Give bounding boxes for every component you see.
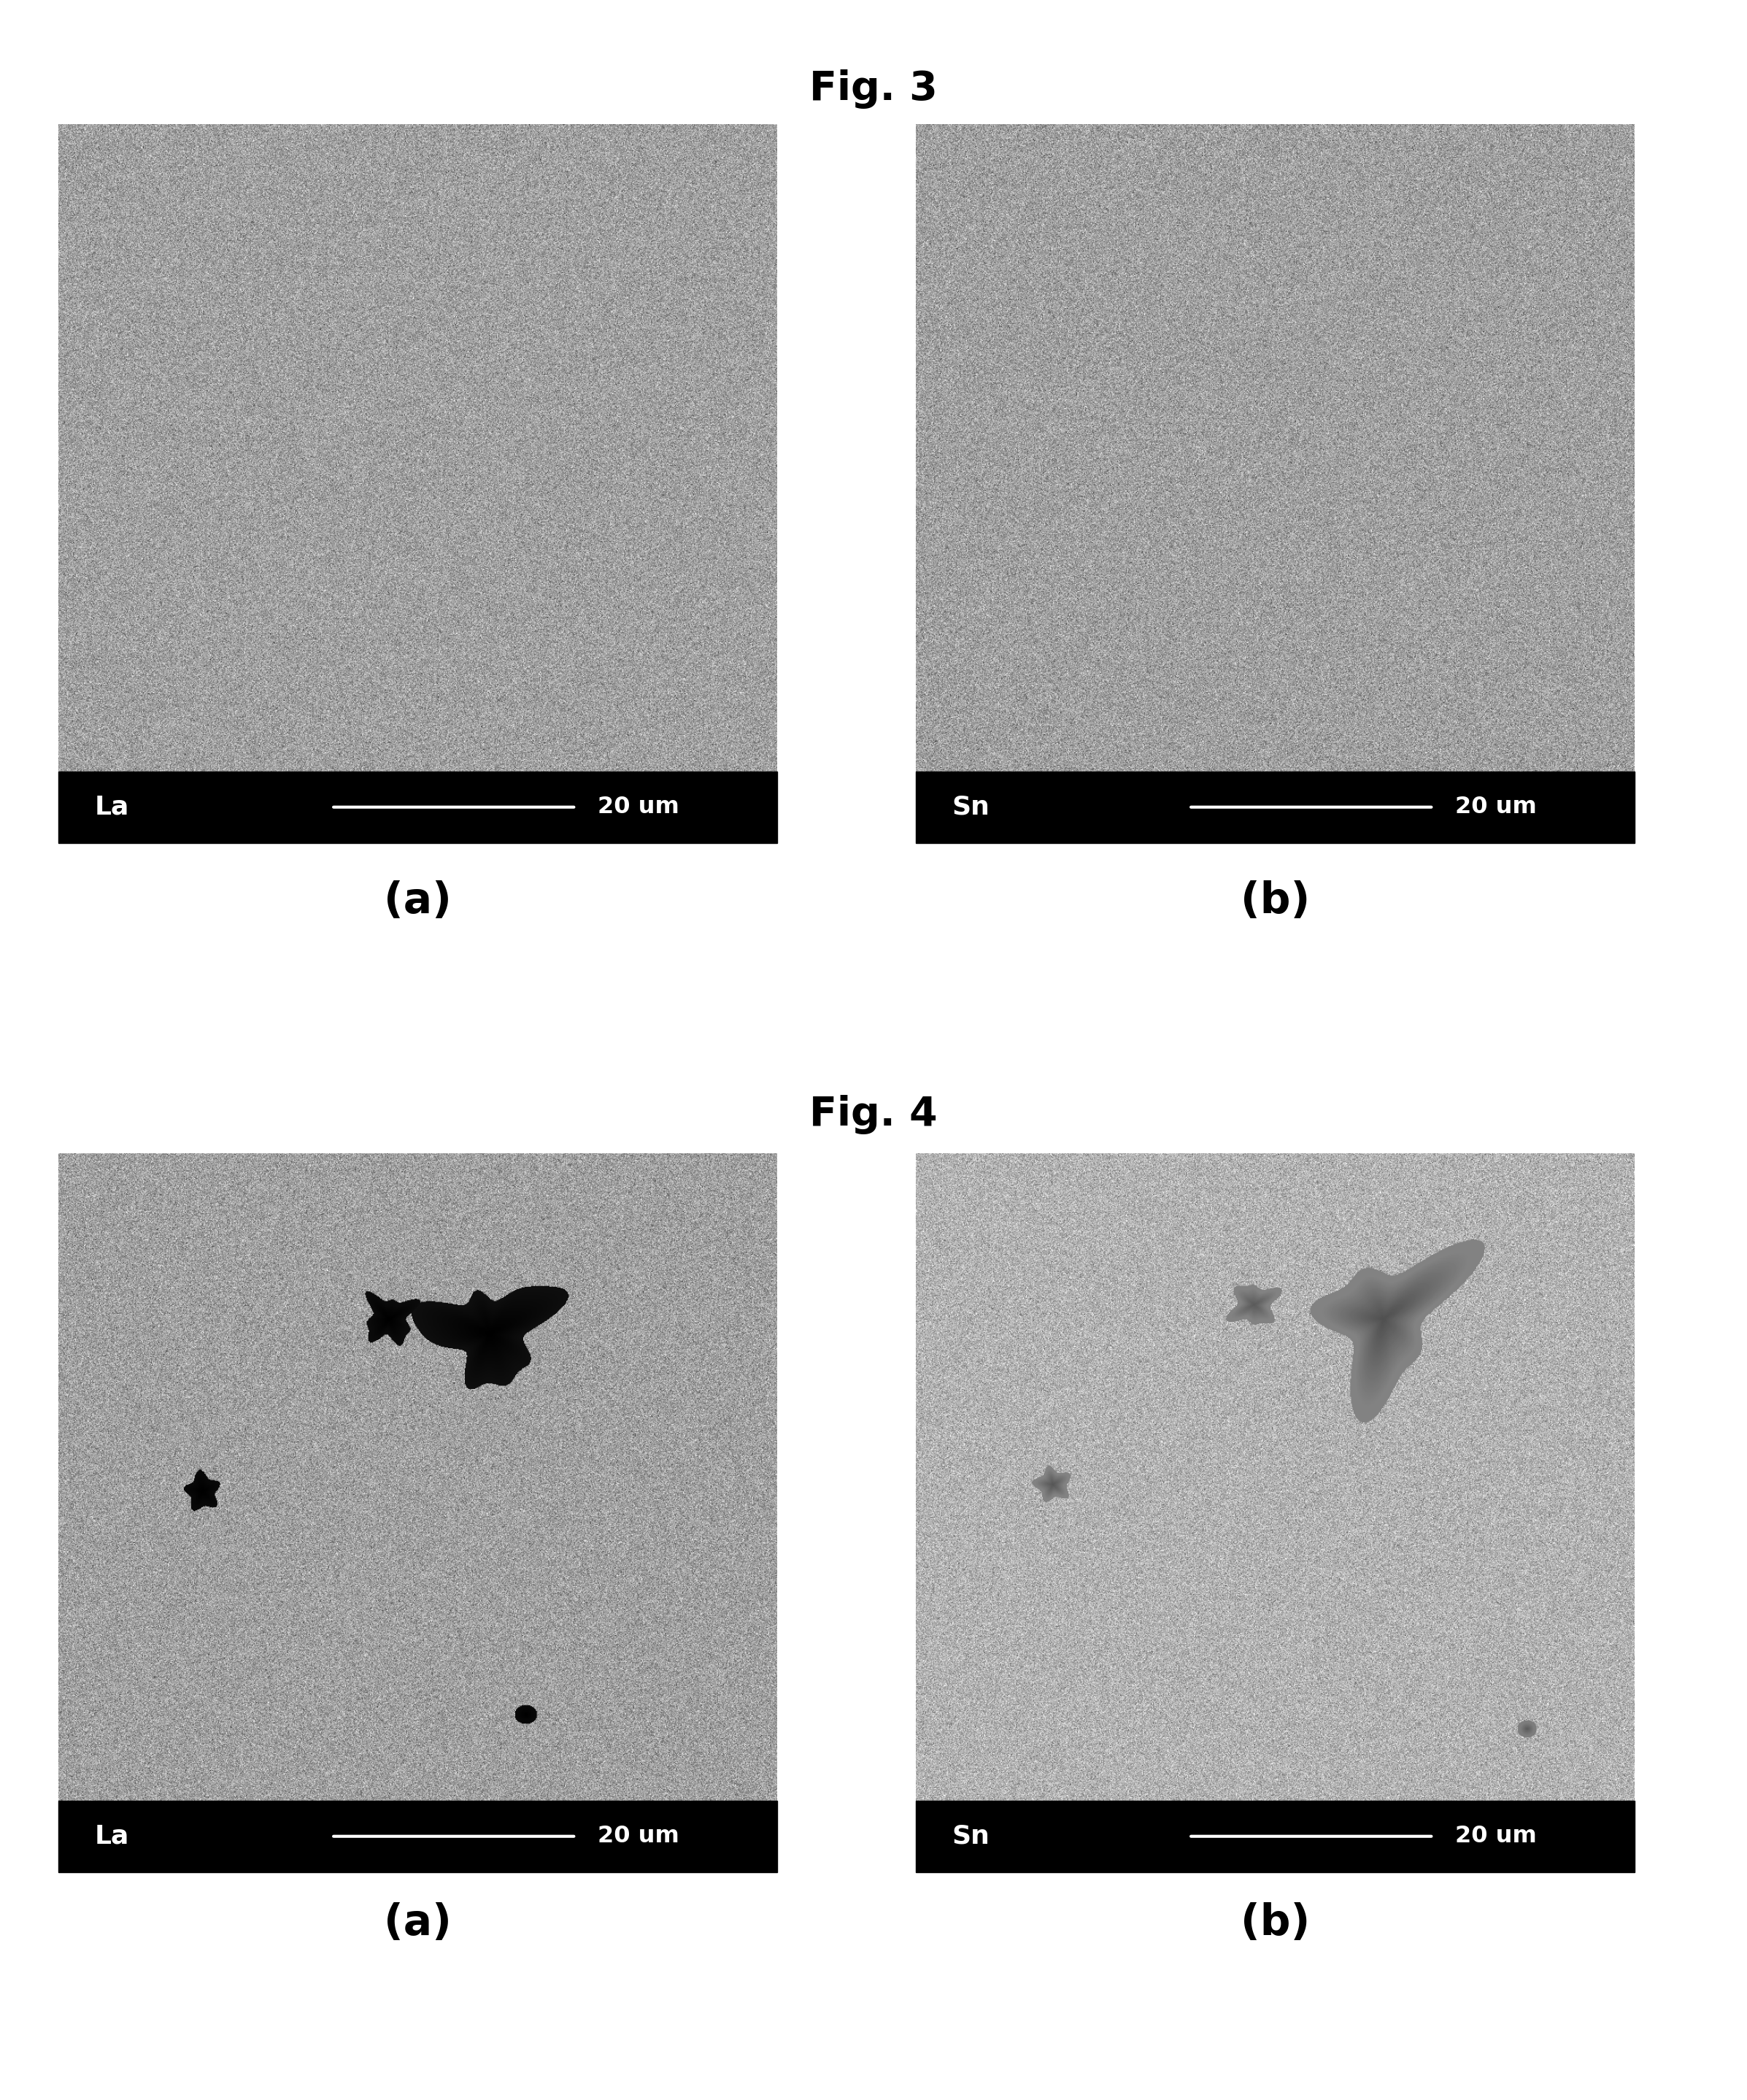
Text: (a): (a) (384, 880, 452, 922)
Text: (a): (a) (384, 1903, 452, 1945)
Bar (915, 1800, 1635, 1873)
Text: Sn: Sn (952, 794, 989, 819)
Text: La: La (94, 794, 129, 819)
Text: Sn: Sn (952, 1825, 989, 1848)
Bar (915, 771, 1635, 842)
Text: Fig. 4: Fig. 4 (809, 1094, 938, 1134)
Text: 20 um: 20 um (597, 1825, 680, 1848)
Text: 20 um: 20 um (1455, 1825, 1536, 1848)
Text: La: La (94, 1825, 129, 1848)
Text: Fig. 3: Fig. 3 (809, 69, 938, 109)
Text: 20 um: 20 um (597, 796, 680, 819)
Text: 20 um: 20 um (1455, 796, 1536, 819)
Bar (58, 771, 777, 842)
Text: (b): (b) (1240, 880, 1310, 922)
Bar (58, 1800, 777, 1873)
Text: (b): (b) (1240, 1903, 1310, 1945)
